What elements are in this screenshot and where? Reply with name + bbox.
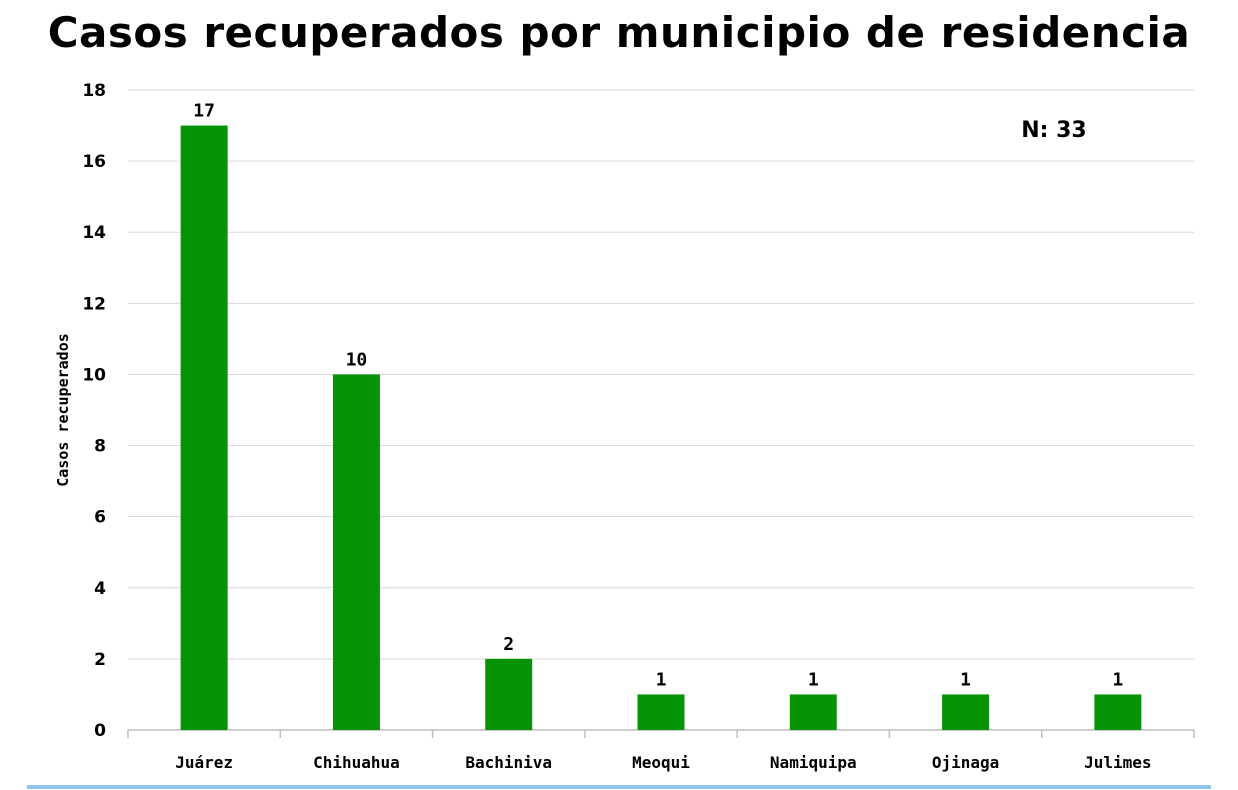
category-label: Bachiniva	[465, 753, 552, 772]
y-tick-label: 0	[94, 721, 106, 741]
category-label: Juárez	[175, 753, 233, 772]
bars	[180, 125, 1142, 731]
bar-5	[942, 694, 990, 730]
y-tick-label: 2	[94, 650, 106, 670]
category-label: Julimes	[1084, 753, 1151, 772]
y-tick-labels: 0 2 4 6 8 10 12 14 16 18	[82, 81, 106, 741]
y-tick-label: 6	[94, 508, 106, 528]
data-label: 1	[808, 669, 819, 690]
category-label: Ojinaga	[932, 753, 999, 772]
category-labels: Juárez Chihuahua Bachiniva Meoqui Namiquipa O…	[175, 753, 1151, 772]
bar-0	[180, 125, 228, 731]
data-label: 1	[1112, 669, 1123, 690]
bar-3	[637, 694, 685, 730]
data-label: 2	[503, 634, 514, 655]
bar-2	[485, 658, 533, 730]
category-label: Meoqui	[632, 753, 690, 772]
y-tick-label: 10	[82, 365, 106, 385]
bar-6	[1094, 694, 1142, 730]
chart-title: Casos recuperados por municipio de resid…	[47, 8, 1191, 57]
y-tick-label: 4	[94, 579, 106, 599]
y-tick-label: 14	[82, 223, 106, 243]
y-tick-label: 16	[82, 152, 106, 172]
bar-1	[332, 374, 380, 730]
data-labels: 17 10 2 1 1 1 1	[193, 101, 1123, 691]
bottom-rule	[27, 785, 1211, 789]
y-axis-label: Casos recuperados	[54, 333, 72, 487]
data-label: 10	[346, 349, 368, 370]
data-label: 1	[960, 669, 971, 690]
sample-size-annotation: N: 33	[1021, 118, 1086, 143]
data-label: 17	[193, 101, 215, 122]
gridlines	[127, 89, 1195, 738]
bar-4	[789, 694, 837, 730]
category-label: Chihuahua	[313, 753, 400, 772]
data-label: 1	[656, 669, 667, 690]
category-label: Namiquipa	[770, 753, 857, 772]
y-tick-label: 12	[82, 294, 106, 314]
y-tick-label: 18	[82, 81, 106, 101]
y-tick-label: 8	[94, 437, 106, 457]
